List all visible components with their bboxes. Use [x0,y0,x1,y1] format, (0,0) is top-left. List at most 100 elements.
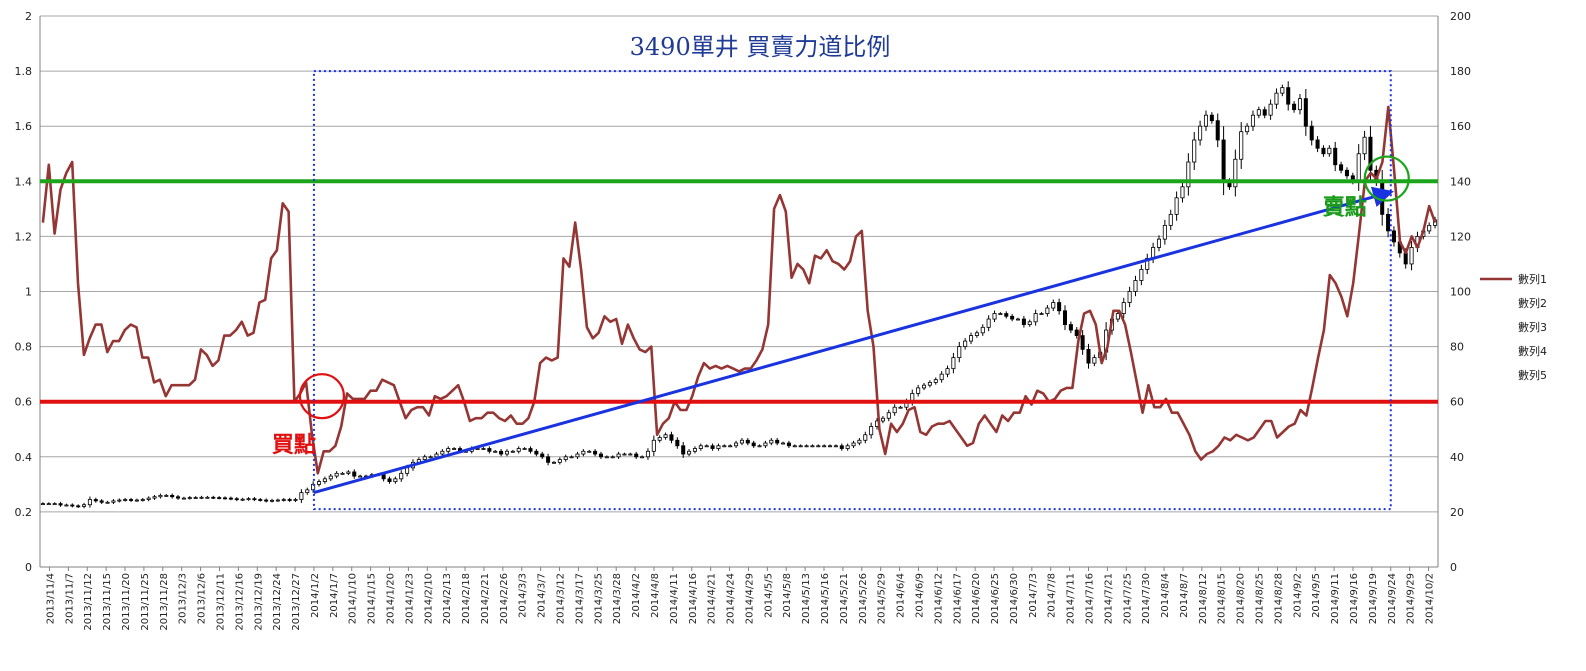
candlestick-body [387,478,392,482]
y-right-tick-label: 180 [1450,65,1471,78]
candlestick-body [1280,87,1285,94]
y-left-tick-label: 1.6 [15,120,33,133]
candlestick-body [939,373,944,381]
x-tick-label: 2013/11/20 [121,573,132,631]
candlestick-body [422,456,427,460]
x-tick-label: 2014/5/29 [877,573,888,624]
candlestick-body [657,437,662,441]
candlestick-body [1268,103,1273,116]
x-tick-label: 2014/2/26 [499,573,510,624]
candlestick-body [1062,310,1068,325]
x-tick-label: 2014/5/8 [782,573,793,618]
candlestick-body [1121,302,1126,314]
candlestick-body [863,434,868,441]
y-right-tick-label: 0 [1450,561,1457,574]
candlestick-body [857,439,862,444]
candlestick-body [1327,147,1332,155]
candlestick-body [634,453,639,458]
x-tick-label: 2013/12/6 [197,573,208,624]
candlestick-body [1221,139,1226,182]
candlestick-body [58,503,63,506]
candlestick-body [851,442,856,447]
candlestick-body [1292,103,1297,111]
x-tick-label: 2014/1/20 [386,573,397,624]
candlestick-body [1315,139,1320,149]
x-tick-label: 2014/8/7 [1179,573,1190,618]
candlestick-body [534,450,539,455]
candlestick-body [123,499,128,501]
x-tick-label: 2014/4/11 [669,573,680,624]
x-tick-label: 2014/7/11 [1066,573,1077,624]
candlestick-body [998,313,1003,315]
x-tick-label: 2013/12/27 [291,573,302,631]
x-tick-label: 2014/3/28 [612,573,623,624]
candlestick-body [992,313,997,320]
candlestick-body [880,417,885,422]
candlestick-body [916,387,921,394]
candlestick-body [1321,147,1326,155]
candlestick-body [340,472,345,475]
candlestick-body [475,448,480,450]
candlestick-body [346,471,351,474]
candlestick-body [1162,224,1167,240]
candlestick-body [969,335,974,342]
candlestick-body [892,406,897,414]
y-right-tick-label: 60 [1450,396,1464,409]
candlestick-body [716,445,721,449]
candlestick-body [446,448,451,452]
x-tick-label: 2013/12/11 [215,573,226,631]
candlestick-body [399,472,404,480]
candlestick-body [181,497,186,500]
candlestick-body [1068,324,1073,331]
candlestick-body [82,504,87,507]
candlestick-body [1057,302,1062,312]
candlestick-body [93,499,98,502]
x-tick-label: 2014/4/8 [650,573,661,618]
x-tick-label: 2014/6/4 [896,573,907,618]
candlestick-body [681,445,686,455]
line-series [41,105,1437,475]
candlestick-body [898,406,903,409]
candlestick-body [281,499,286,501]
candlestick-body [1368,136,1373,171]
candlestick-body [228,497,233,500]
candlestick-body [581,450,586,455]
candlestick-body [1033,313,1038,323]
legend-item: 數列1 [1518,272,1547,286]
y-left-tick-label: 0 [25,561,32,574]
x-tick-label: 2014/4/24 [726,573,737,624]
x-tick-label: 2014/2/10 [423,573,434,624]
candlestick-body [64,504,69,507]
candlestick-body [510,450,515,453]
candlestick-body [739,439,744,444]
x-tick-label: 2014/8/20 [1236,573,1247,624]
candlestick-body [264,499,269,502]
candlestick-body [299,492,304,500]
candlestick-body [1250,114,1255,127]
candlestick-body [692,448,697,452]
candlestick-body [751,442,756,447]
candlestick-body [922,384,927,389]
candlestick-body [46,503,51,506]
candlestick-body [440,450,445,455]
x-tick-label: 2014/9/19 [1368,573,1379,624]
candlestick-body [70,504,75,507]
candlestick-body [528,448,533,452]
candlestick-body [974,332,979,336]
candlestick-body [1039,313,1044,315]
candlestick-body [704,445,709,448]
candlestick-body [810,445,815,448]
x-tick-label: 2014/1/15 [367,573,378,624]
x-tick-label: 2014/5/5 [763,573,774,618]
candlestick-body [1086,348,1091,364]
highlight-box [312,70,1392,511]
candlestick-body [187,497,192,499]
candlestick-body [316,481,322,485]
candlestick-body [757,445,762,448]
candlestick-body [1021,318,1026,325]
candlestick-body [40,503,45,506]
candlestick-body [129,499,134,501]
x-tick-label: 2014/6/17 [952,573,963,624]
candlestick-body [117,499,122,502]
